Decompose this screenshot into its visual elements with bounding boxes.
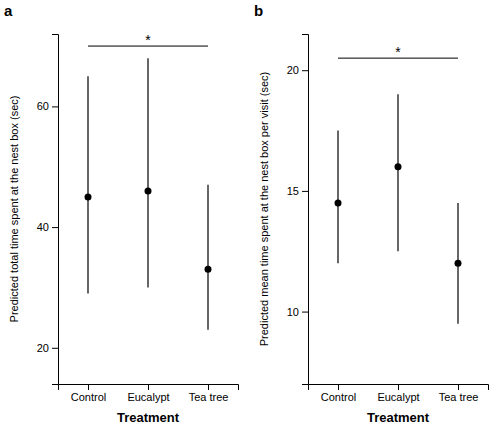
sig-label: * (145, 32, 151, 48)
tick-label: 60 (37, 100, 49, 112)
tick-label: Control (71, 391, 106, 403)
tick-mark (148, 384, 149, 390)
tick-label: 15 (287, 185, 299, 197)
axis-line (309, 385, 489, 391)
tick: 15 (287, 185, 308, 197)
axis-line (52, 35, 59, 385)
tick: Tea tree (439, 384, 479, 403)
tick: Eucalypt (377, 384, 419, 403)
tick: 40 (37, 221, 58, 233)
mean-dot (85, 193, 92, 200)
tick: Tea tree (189, 384, 229, 403)
plot-area (85, 46, 212, 330)
tick-label: Control (321, 391, 356, 403)
sig-label: * (395, 44, 401, 60)
tick-label: Tea tree (439, 391, 479, 403)
chart-root: 20 40 60 Control Eucalypt Tea tree * a Treatment… (0, 0, 500, 432)
x-axis-title: Treatment (367, 410, 430, 425)
panel: 10 15 20 Control Eucalypt Tea tree * b Treatment… (254, 2, 489, 425)
panel-label: b (254, 2, 263, 19)
tick: Control (321, 384, 356, 403)
error-bar (207, 185, 208, 330)
error-bar (87, 76, 88, 293)
tick-label: 40 (37, 221, 49, 233)
tick-mark (458, 384, 459, 390)
tick-mark (398, 384, 399, 390)
tick: Control (71, 384, 106, 403)
tick-mark (208, 384, 209, 390)
mean-dot (395, 163, 402, 170)
tick-label: 20 (37, 342, 49, 354)
y-axis: 20 40 60 (37, 35, 59, 385)
x-axis: Control Eucalypt Tea tree (59, 384, 239, 403)
y-axis-title: Predicted total time spent at the nest b… (8, 96, 20, 323)
plot-area (335, 58, 462, 324)
x-axis: Control Eucalypt Tea tree (309, 384, 489, 403)
tick-label: Tea tree (189, 391, 229, 403)
tick-mark (88, 384, 89, 390)
x-axis-title: Treatment (117, 410, 180, 425)
tick-label: Eucalypt (127, 391, 169, 403)
mean-dot (205, 266, 212, 273)
mean-dot (335, 199, 342, 206)
y-axis: 10 15 20 (287, 35, 309, 385)
mean-dot (455, 260, 462, 267)
tick-mark (302, 191, 308, 192)
tick-label: 20 (287, 64, 299, 76)
y-axis-title: Predicted mean time spent at the nest bo… (258, 72, 270, 347)
tick: 10 (287, 306, 308, 318)
tick-mark (302, 70, 308, 71)
tick: Eucalypt (127, 384, 169, 403)
tick-label: Eucalypt (377, 391, 419, 403)
error-bar (337, 131, 338, 264)
tick-mark (52, 227, 58, 228)
tick-mark (52, 106, 58, 107)
tick: 20 (37, 342, 58, 354)
error-bar (397, 94, 398, 251)
tick: 20 (287, 64, 308, 76)
axis-line (59, 385, 239, 391)
tick: 60 (37, 100, 58, 112)
tick-label: 10 (287, 306, 299, 318)
error-bar (147, 58, 148, 287)
panel: 20 40 60 Control Eucalypt Tea tree * a Treatment… (4, 2, 239, 425)
tick-mark (52, 348, 58, 349)
mean-dot (145, 187, 152, 194)
tick-mark (338, 384, 339, 390)
panel-label: a (4, 2, 13, 19)
axis-line (302, 35, 309, 385)
tick-mark (302, 312, 308, 313)
